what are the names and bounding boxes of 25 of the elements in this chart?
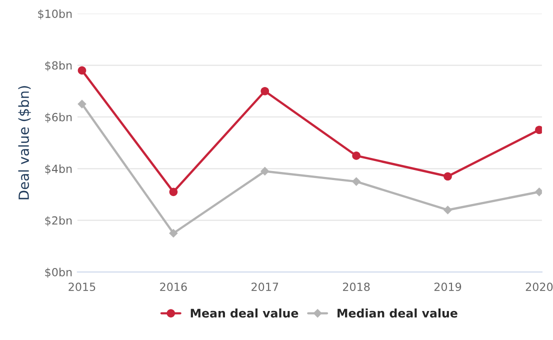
y-tick-label: $10bn xyxy=(38,9,72,20)
y-tick-label: $0bn xyxy=(45,268,72,278)
x-tick-label: 2018 xyxy=(342,282,370,292)
legend-label: Median deal value xyxy=(338,308,458,318)
y-tick-label: $8bn xyxy=(45,61,72,72)
x-tick-label: 2015 xyxy=(68,282,96,292)
legend-label: Mean deal value xyxy=(190,308,298,318)
point xyxy=(443,206,452,214)
point xyxy=(352,177,361,186)
y-tick-label: $2bn xyxy=(45,216,72,226)
x-tick-label: 2016 xyxy=(160,282,187,292)
point xyxy=(169,228,178,238)
y-tick-label: $6bn xyxy=(45,112,72,123)
x-tick-label: 2019 xyxy=(434,282,462,292)
point xyxy=(260,166,270,176)
point xyxy=(169,188,178,196)
point xyxy=(78,66,86,75)
point xyxy=(260,86,270,96)
point xyxy=(78,100,86,108)
y-axis-title: Deal value ($bn) xyxy=(18,86,31,200)
y-tick-label: $4bn xyxy=(45,164,72,174)
point xyxy=(444,172,452,181)
point xyxy=(352,152,360,160)
x-tick-label: 2020 xyxy=(526,282,553,292)
x-tick-label: 2017 xyxy=(252,282,278,292)
